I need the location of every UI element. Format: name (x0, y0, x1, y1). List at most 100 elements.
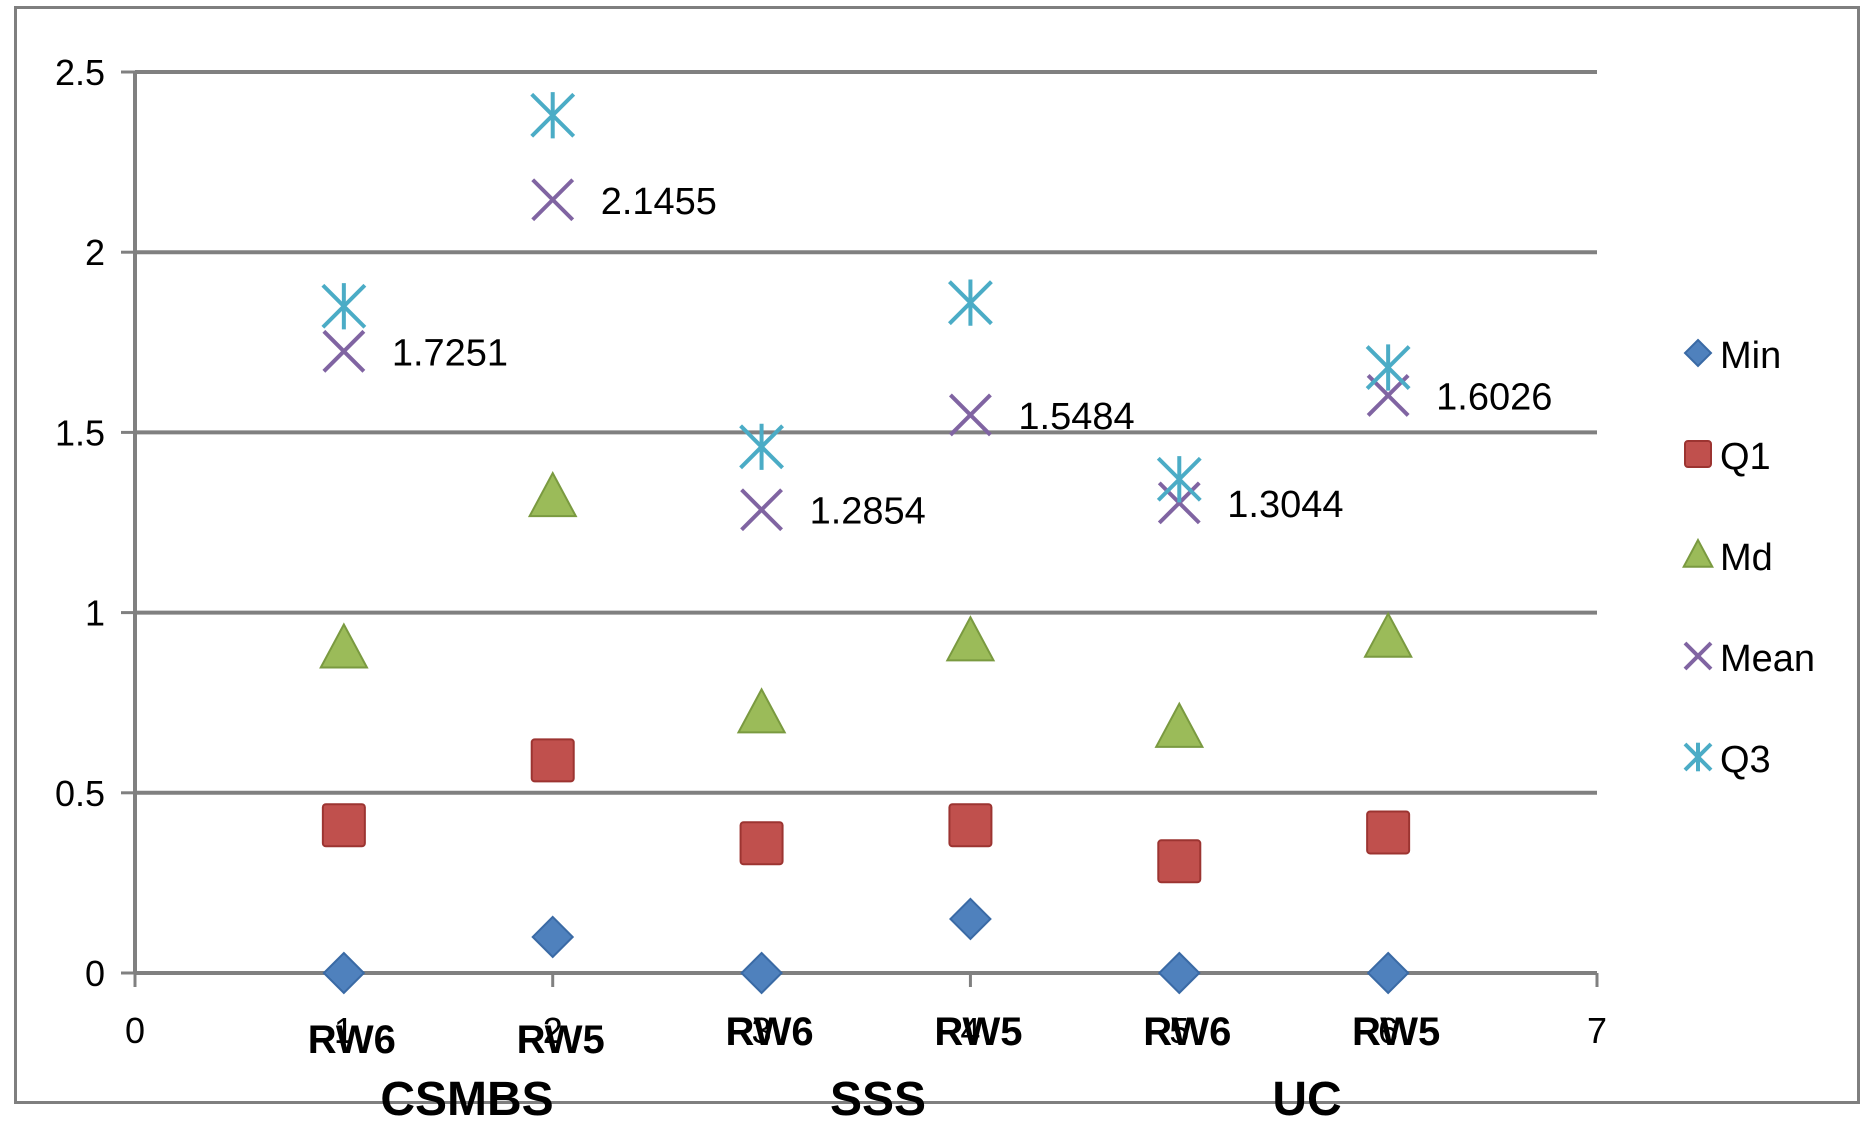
min-point-shape (531, 915, 575, 959)
y-tick-label: 0.5 (55, 773, 105, 814)
x-tick-label: 4 (960, 1010, 980, 1051)
q1-point-shape (739, 821, 784, 866)
md-point-shape (527, 471, 578, 518)
group-label: CSMBS (380, 1073, 553, 1121)
legend-q1-label: Q1 (1720, 436, 1771, 478)
marker-layer (319, 92, 1413, 995)
mean-point (949, 393, 992, 437)
y-tick-label: 1.5 (55, 412, 105, 453)
q1-point (739, 821, 784, 866)
md-point (945, 615, 996, 662)
min-point (322, 951, 366, 995)
md-point-shape (945, 615, 996, 662)
x-tick-label: 0 (125, 1010, 145, 1051)
q1-point-shape (321, 803, 366, 848)
category-label: RW5 (934, 1010, 1022, 1054)
legend-q1-icon-shape (1684, 440, 1712, 468)
mean-point (322, 329, 366, 373)
mean-point (531, 178, 575, 222)
data-label: 2.1455 (601, 181, 717, 223)
mean-point-stroke-b (531, 178, 575, 222)
grid-layer (135, 70, 1597, 795)
q1-point (948, 803, 993, 848)
md-point (319, 622, 369, 669)
legend-min-icon (1683, 338, 1713, 368)
data-label: 1.2854 (810, 491, 926, 533)
group-label: SSS (830, 1073, 926, 1121)
legend-md-icon (1682, 537, 1714, 568)
y-tick-label: 2 (85, 232, 105, 273)
x-tick-label: 6 (1378, 1010, 1398, 1051)
mean-point (740, 488, 783, 532)
md-point (736, 687, 787, 734)
legend-md-label: Md (1720, 537, 1773, 579)
legend-min-icon-shape (1683, 338, 1713, 368)
min-point (740, 951, 783, 995)
q1-point (1157, 839, 1202, 884)
q3-point (1365, 344, 1411, 391)
data-label: 1.6026 (1436, 376, 1552, 418)
data-label: 1.5484 (1018, 396, 1134, 438)
q3-point (530, 92, 576, 139)
q3-point (739, 423, 784, 470)
q1-point-shape (1366, 810, 1411, 855)
min-point-shape (740, 951, 783, 995)
y-tick-label: 0 (85, 953, 105, 994)
legend-q3-label: Q3 (1720, 739, 1771, 781)
mean-point-stroke-b (740, 488, 783, 532)
min-point (1366, 951, 1410, 995)
md-point-shape (1363, 611, 1413, 658)
y-tick-label: 2.5 (55, 52, 105, 93)
x-tick-label: 1 (334, 1010, 354, 1051)
md-point (1363, 611, 1413, 658)
min-point (949, 897, 992, 941)
q1-point (321, 803, 366, 848)
min-point (1157, 951, 1201, 995)
legend-mean-icon (1683, 641, 1713, 671)
legend-mean-icon-stroke-b (1683, 641, 1713, 671)
md-point-shape (1154, 701, 1205, 748)
mean-point-stroke-b (949, 393, 992, 437)
x-tick-label: 2 (543, 1010, 563, 1051)
mean-point-stroke-b (322, 329, 366, 373)
q1-point-shape (530, 738, 575, 783)
legend-min-label: Min (1720, 335, 1781, 377)
md-point-shape (736, 687, 787, 734)
md-point-shape (319, 622, 369, 669)
min-point-shape (1366, 951, 1410, 995)
x-tick-label: 7 (1587, 1010, 1607, 1051)
min-point-shape (1157, 951, 1201, 995)
axis-layer: 0 0.5 1 1.5 2 2.5 0 1 2 3 4 5 6 7 (55, 52, 1607, 1051)
min-point-shape (322, 951, 366, 995)
legend-q1-icon (1684, 440, 1712, 468)
md-point (527, 471, 578, 518)
legend-md-icon-shape (1682, 537, 1714, 568)
group-label: UC (1272, 1073, 1341, 1121)
legend-mean-label: Mean (1720, 638, 1815, 680)
mean-point-stroke-b (1157, 481, 1201, 525)
legend-q3-icon (1683, 742, 1713, 772)
data-label: 1.7251 (392, 332, 508, 374)
category-label: RW5 (1352, 1010, 1440, 1054)
q1-point (1366, 810, 1411, 855)
q1-point-shape (948, 803, 993, 848)
legend-layer: Min Q1 Md Mean Q3 (1682, 335, 1815, 781)
data-label: 1.3044 (1227, 484, 1343, 526)
x-tick-label: 5 (1169, 1010, 1189, 1051)
label-layer: RW6 RW5 RW6 RW5 RW6 RW5 CSMBS SSS UC 1.7251 2.1455… (308, 181, 1553, 1121)
category-label: RW6 (725, 1010, 813, 1054)
category-label: RW6 (308, 1018, 396, 1062)
min-point (531, 915, 575, 959)
category-label: RW5 (517, 1018, 605, 1062)
q3-point (321, 283, 367, 330)
min-point-shape (949, 897, 992, 941)
q1-point-shape (1157, 839, 1202, 884)
q3-point (948, 279, 993, 326)
y-tick-label: 1 (85, 593, 105, 634)
category-label: RW6 (1143, 1010, 1231, 1054)
q3-point (1156, 456, 1202, 503)
x-tick-label: 3 (752, 1010, 772, 1051)
chart-frame (14, 6, 1860, 1104)
mean-point (1157, 481, 1201, 525)
